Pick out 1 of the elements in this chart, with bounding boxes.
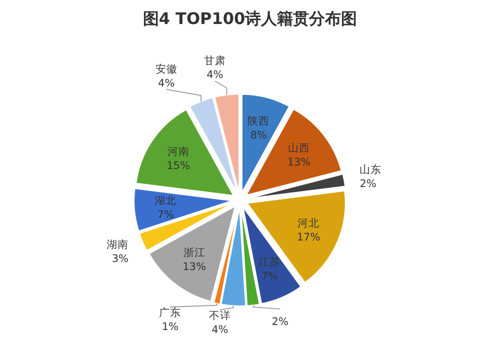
chart-title: 图4 TOP100诗人籍贯分布图 — [142, 9, 358, 28]
